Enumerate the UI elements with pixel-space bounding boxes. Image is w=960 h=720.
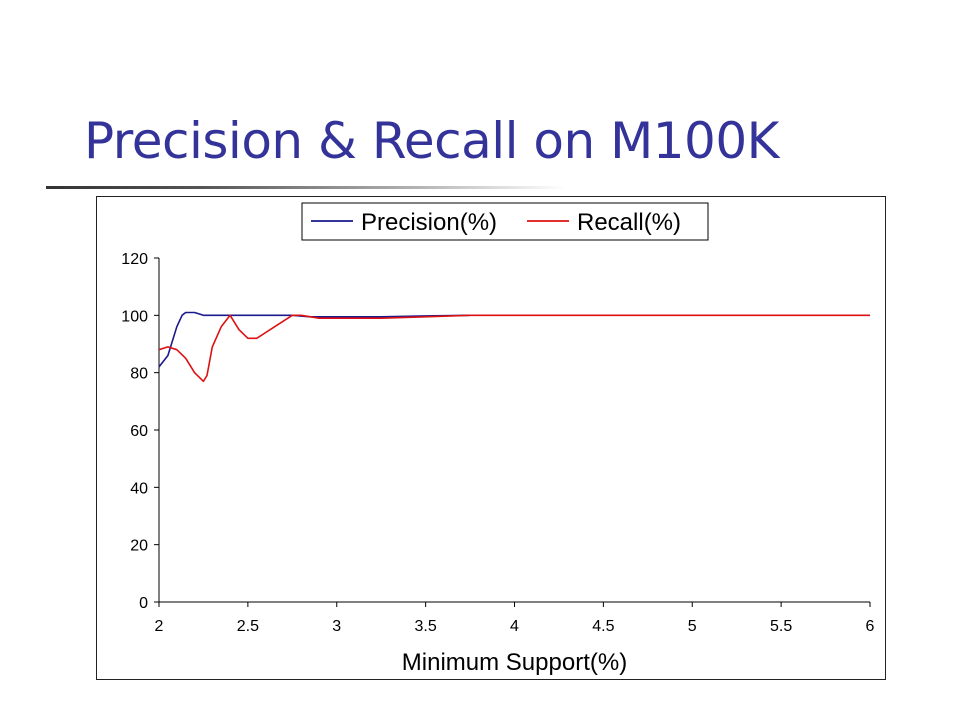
recall-series-line xyxy=(158,314,870,383)
x-tick-label: 3.5 xyxy=(415,618,437,635)
line-chart: 0 20 40 60 80 100 120 2 2.5 3 3.5 4 4.5 5 5.5 6 Minimum… xyxy=(121,202,875,676)
x-tick-label: 5.5 xyxy=(770,618,792,635)
precision-series-line xyxy=(158,311,471,368)
y-tick-label: 120 xyxy=(121,251,148,268)
x-tick-label: 2 xyxy=(155,618,164,635)
y-tick-label: 40 xyxy=(130,480,148,497)
x-tick-label: 2.5 xyxy=(237,618,259,635)
y-tick-label: 100 xyxy=(121,308,148,325)
y-tick-label: 0 xyxy=(139,595,148,612)
x-tick-label: 4 xyxy=(510,618,519,635)
tick-labels: 0 20 40 60 80 100 120 2 2.5 3 3.5 4 4.5 5 5.5 6 xyxy=(121,251,874,635)
slide-title: Precision & Recall on M100K xyxy=(84,112,779,170)
y-tick-label: 60 xyxy=(130,423,148,440)
y-tick-label: 80 xyxy=(130,366,148,383)
title-underline xyxy=(46,186,566,189)
chart-axes xyxy=(154,257,871,607)
x-tick-label: 5 xyxy=(688,618,697,635)
plot-lines xyxy=(158,311,870,383)
legend-precision-label: Precision(%) xyxy=(361,209,497,236)
chart-frame: 0 20 40 60 80 100 120 2 2.5 3 3.5 4 4.5 5 5.5 6 Minimum… xyxy=(96,196,886,680)
legend-box xyxy=(301,202,709,241)
x-axis-title: Minimum Support(%) xyxy=(402,649,627,676)
x-tick-label: 3 xyxy=(332,618,341,635)
y-tick-label: 20 xyxy=(130,538,148,555)
legend-recall-label: Recall(%) xyxy=(577,209,681,236)
x-tick-label: 4.5 xyxy=(592,618,614,635)
x-tick-label: 6 xyxy=(866,618,875,635)
legend: Precision(%) Recall(%) xyxy=(301,202,709,241)
